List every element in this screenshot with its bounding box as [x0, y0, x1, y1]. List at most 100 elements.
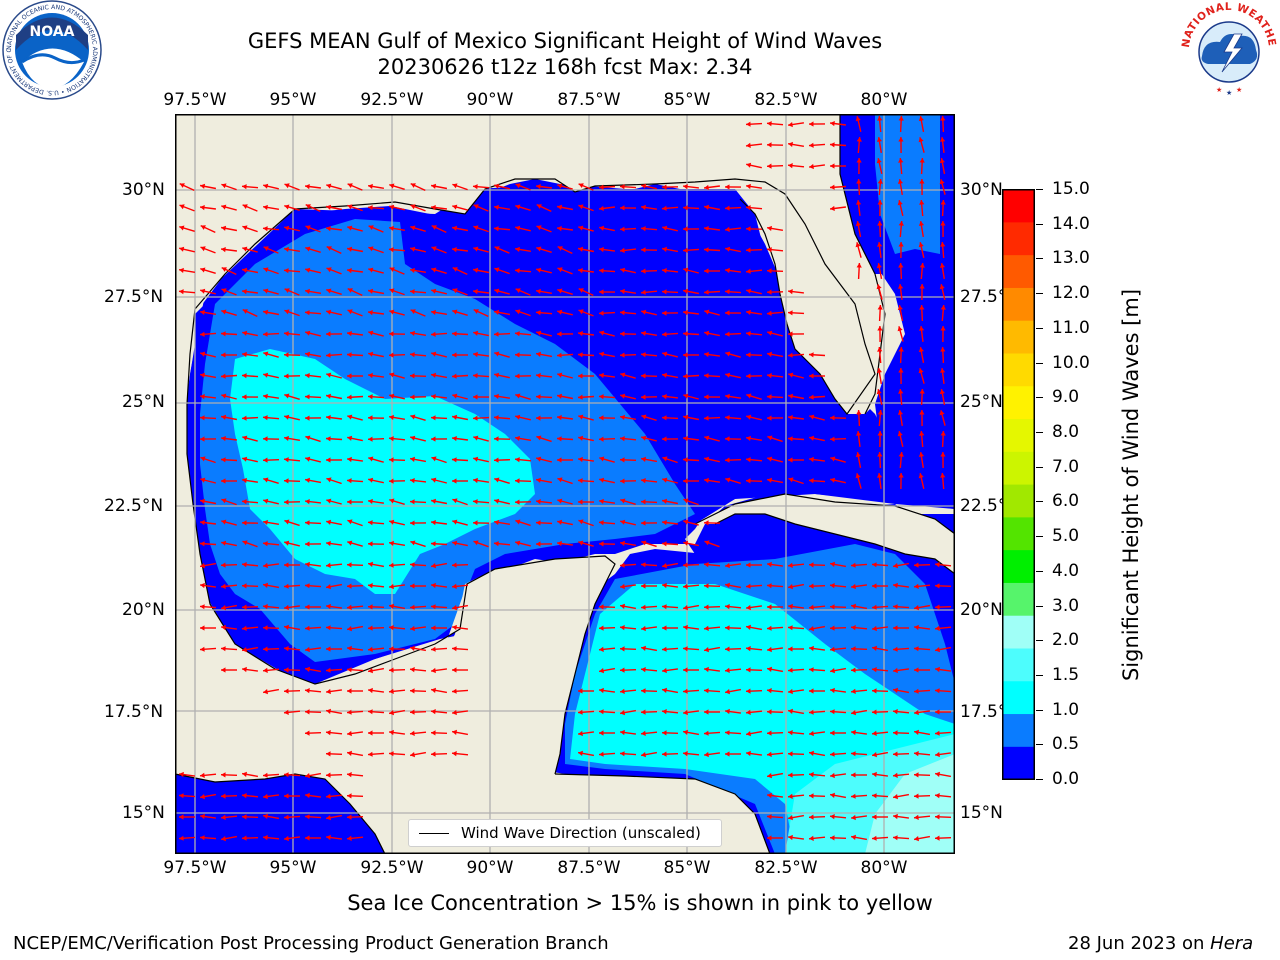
band-2.0-3.0-carib	[865, 754, 955, 854]
colorbar-title: Significant Height of Wind Waves [m]	[1119, 288, 1143, 682]
wave-direction-arrowhead	[704, 268, 709, 274]
wave-direction-arrowhead	[893, 835, 898, 841]
wave-direction-arrowhead	[599, 477, 605, 483]
wave-direction-arrowhead	[919, 179, 925, 184]
wave-direction-arrowhead	[767, 730, 772, 736]
wave-direction-arrowhead	[725, 393, 730, 399]
wave-direction-arrowhead	[830, 477, 836, 483]
lon-tick-top: 92.5°W	[360, 90, 424, 110]
wave-direction-arrowhead	[940, 221, 946, 226]
wave-direction-arrowhead	[410, 499, 415, 505]
wave-direction-arrowhead	[284, 772, 289, 778]
colorbar-segment	[1002, 254, 1034, 288]
wave-direction-arrowhead	[389, 204, 395, 210]
wave-direction-arrowhead	[767, 310, 772, 316]
wave-direction-arrowhead	[939, 179, 945, 185]
wave-direction-arrowhead	[914, 583, 919, 589]
wave-direction-arrowhead	[389, 751, 394, 757]
wave-direction-arrowhead	[431, 205, 436, 211]
colorbar-segment	[1002, 615, 1034, 649]
wave-direction-arrowhead	[284, 835, 289, 842]
wave-direction-arrowhead	[389, 393, 395, 399]
wave-direction-arrowhead	[725, 267, 730, 274]
wave-direction-arrowhead	[940, 137, 946, 142]
wave-direction-arrowhead	[935, 625, 940, 631]
wave-direction-arrowhead	[620, 247, 625, 253]
wave-direction-arrowhead	[620, 288, 625, 295]
wave-direction-arrowhead	[242, 204, 248, 209]
wave-direction-arrowhead	[704, 709, 709, 715]
wave-direction-arrowhead	[641, 709, 646, 715]
wave-direction-arrowhead	[347, 456, 352, 463]
wave-direction-arrowhead	[536, 330, 542, 336]
wave-direction-arrowhead	[326, 226, 331, 232]
wave-direction-arrowhead	[851, 583, 856, 590]
wave-direction-arrowhead	[856, 158, 862, 163]
wave-direction-arrowhead	[940, 473, 946, 478]
wave-direction-arrowhead	[263, 309, 269, 315]
wave-direction-arrowhead	[284, 457, 289, 463]
wave-direction-arrowhead	[918, 452, 924, 457]
wave-direction-arrowhead	[855, 116, 861, 122]
map-legend: Wind Wave Direction (unscaled)	[408, 819, 722, 847]
colorbar-tick	[1036, 605, 1043, 607]
colorbar-tick	[1036, 327, 1043, 329]
wave-direction-arrowhead	[431, 563, 436, 569]
wave-direction-arrowhead	[599, 394, 604, 400]
wave-direction-arrowhead	[599, 415, 604, 421]
wave-direction-arrowhead	[221, 793, 226, 799]
wave-direction-arrowhead	[935, 771, 940, 777]
wave-direction-arrowhead	[431, 372, 436, 378]
mexico-west-land	[175, 304, 467, 764]
wave-direction-arrowhead	[767, 142, 772, 148]
wave-direction-arrowhead	[389, 372, 395, 378]
wave-direction-arrowhead	[788, 646, 793, 652]
svg-text:★: ★	[1236, 86, 1242, 94]
wave-direction-arrowhead	[935, 793, 940, 799]
wave-direction-arrowhead	[431, 267, 437, 273]
wave-direction-arrowhead	[284, 373, 289, 379]
wave-direction-arrowhead	[515, 457, 520, 463]
wave-direction-arrowhead	[599, 205, 604, 211]
wave-direction-arrowhead	[578, 225, 584, 231]
lon-tick-top: 95°W	[269, 90, 317, 110]
wave-direction-arrowhead	[473, 225, 479, 231]
wave-direction-arrowhead	[515, 478, 520, 484]
wave-direction-arrowhead	[242, 184, 247, 190]
wave-direction-arrowhead	[704, 562, 709, 568]
wave-direction-arrowhead	[877, 221, 883, 226]
colorbar-segment	[1002, 582, 1034, 616]
wave-direction-arrowhead	[263, 646, 268, 652]
wave-direction-arrowhead	[767, 604, 772, 610]
wave-direction-arrowhead	[347, 709, 352, 715]
lat-tick-right: 30°N	[960, 180, 1003, 200]
wave-direction-arrowhead	[725, 372, 731, 378]
wave-direction-arrowhead	[746, 373, 751, 379]
wave-direction-arrowhead	[263, 372, 269, 378]
wave-direction-arrowhead	[410, 456, 415, 462]
wave-direction-arrowhead	[368, 351, 374, 357]
wave-direction-arrowhead	[179, 771, 184, 778]
wave-direction-arrowhead	[620, 478, 625, 484]
wave-direction-arrowhead	[284, 562, 289, 568]
wave-direction-arrowhead	[599, 268, 604, 274]
wave-direction-arrowhead	[641, 499, 646, 505]
wave-direction-arrowhead	[704, 604, 709, 610]
wave-direction-arrowhead	[494, 498, 500, 504]
wave-direction-arrowhead	[578, 331, 583, 337]
lon-tick-top: 87.5°W	[557, 90, 621, 110]
wave-direction-arrowhead	[919, 431, 925, 436]
wave-direction-arrowhead	[326, 562, 331, 568]
wave-direction-arrowhead	[767, 583, 772, 589]
wave-direction-arrowhead	[431, 667, 436, 674]
wave-direction-arrowhead	[767, 477, 772, 483]
nws-logo: NATIONAL WEATHER SERVICE ★ ★ ★	[1178, 0, 1277, 97]
wave-direction-arrowhead	[641, 226, 646, 232]
wave-direction-arrowhead	[347, 730, 352, 737]
wave-direction-arrowhead	[641, 520, 646, 526]
wave-direction-arrowhead	[221, 646, 226, 652]
colorbar	[1002, 189, 1035, 780]
wave-direction-arrowhead	[515, 246, 520, 252]
wave-direction-arrowhead	[809, 772, 814, 778]
wave-direction-arrowhead	[919, 389, 925, 394]
